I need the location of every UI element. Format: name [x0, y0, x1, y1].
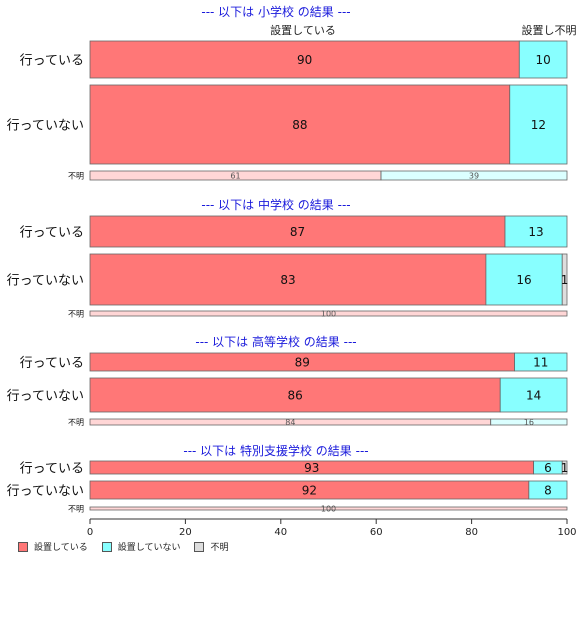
bar-segment: [89, 506, 568, 511]
legend-item-set: 設置している: [18, 540, 88, 553]
data-label: 14: [526, 389, 541, 403]
data-label: 16: [516, 273, 531, 287]
bar-segment: [518, 40, 568, 79]
category-label: 行っていない: [7, 274, 84, 289]
data-label: 1: [561, 273, 569, 287]
x-tick-label: 0: [87, 527, 93, 538]
legend-label-notset: 設置していない: [117, 543, 181, 553]
bar-segment: [380, 170, 568, 181]
bar-segment: [89, 310, 568, 317]
data-label: 86: [287, 389, 302, 403]
legend-item-notset: 設置していない: [101, 540, 181, 553]
data-label: 16: [524, 418, 534, 427]
data-label: 89: [295, 356, 310, 370]
chart-legend: 設置している 設置していない 不明: [18, 540, 228, 553]
panel-title: --- 以下は 中学校 の結果 ---: [201, 197, 350, 212]
category-label: 不明: [68, 310, 84, 319]
bar-segment: [509, 84, 568, 165]
legend-swatch-set: [18, 541, 28, 552]
bar-segment: [490, 418, 568, 426]
category-label: 行っていない: [7, 389, 84, 404]
bar-segment: [89, 377, 501, 413]
data-label: 6: [544, 461, 552, 475]
x-tick-label: 20: [179, 527, 192, 538]
bar-segment: [89, 215, 506, 248]
bar-segment: [528, 480, 568, 500]
x-tick-label: 40: [274, 527, 287, 538]
data-label: 92: [302, 484, 317, 498]
panel-title: --- 以下は 特別支援学校 の結果 ---: [183, 443, 368, 458]
data-label: 12: [531, 118, 546, 132]
data-label: 61: [230, 172, 240, 181]
category-label: 行っている: [20, 462, 84, 477]
legend-item-unknown: 不明: [194, 540, 228, 553]
panel-title: --- 以下は 高等学校 の結果 ---: [195, 334, 356, 349]
x-tick-label: 80: [465, 527, 478, 538]
data-label: 39: [469, 172, 479, 181]
panel-title: --- 以下は 小学校 の結果 ---: [201, 4, 350, 19]
data-label: 100: [321, 505, 336, 514]
legend-swatch-unknown: [194, 541, 205, 552]
category-label: 不明: [68, 418, 84, 427]
bar-segment: [499, 377, 568, 413]
data-label: 87: [290, 225, 305, 239]
data-label: 83: [280, 273, 295, 287]
data-label: 13: [528, 225, 543, 239]
bar-segment: [504, 215, 568, 248]
data-label: 8: [544, 484, 552, 498]
bar-segment: [561, 460, 568, 475]
data-label: 11: [533, 356, 548, 370]
header-label-set: 設置している: [270, 23, 336, 37]
bar-segment: [514, 352, 568, 372]
x-tick-label: 100: [557, 527, 576, 538]
bar-segment: [485, 253, 563, 306]
category-label: 不明: [68, 172, 84, 181]
category-label: 行っている: [20, 226, 84, 241]
data-label: 84: [285, 418, 295, 427]
legend-label-set: 設置している: [34, 543, 88, 553]
bar-segment: [89, 84, 511, 165]
data-label: 88: [292, 118, 307, 132]
legend-label-unknown: 不明: [210, 543, 229, 553]
category-label: 行っている: [20, 356, 84, 371]
category-label: 不明: [68, 505, 84, 514]
data-label: 90: [297, 53, 312, 67]
data-label: 93: [304, 461, 319, 475]
data-label: 1: [561, 461, 569, 475]
bar-segment: [561, 253, 568, 306]
data-label: 10: [536, 53, 551, 67]
header-label-unknown: 設置し不明: [522, 23, 577, 37]
category-label: 行っていない: [7, 119, 84, 134]
bar-segment: [89, 253, 487, 306]
category-label: 行っていない: [7, 484, 84, 499]
data-label: 100: [321, 310, 336, 319]
legend-swatch-notset: [101, 541, 112, 552]
x-tick-label: 60: [370, 527, 383, 538]
category-label: 行っている: [20, 54, 84, 69]
